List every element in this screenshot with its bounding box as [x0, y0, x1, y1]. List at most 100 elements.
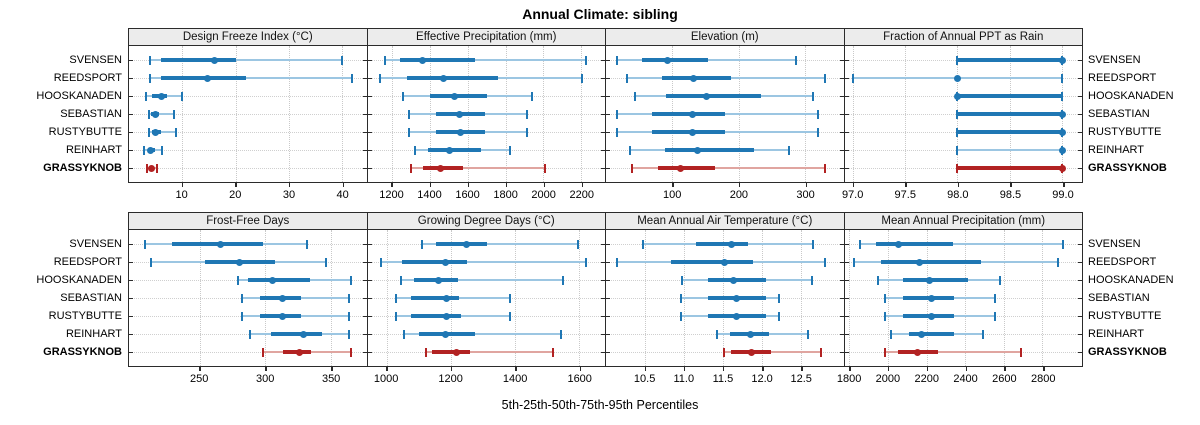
x-tick-mark — [801, 367, 803, 371]
x-tick-mark — [429, 183, 432, 187]
median-dot — [664, 56, 672, 64]
y-tick-left — [129, 77, 133, 79]
site-label-reedsport: REEDSPORT — [1088, 72, 1157, 84]
site-labels-left: SVENSEN REEDSPORT HOOSKANADEN SEBASTIAN RUST… — [0, 212, 128, 389]
iqr-bar-25-75 — [708, 278, 767, 282]
y-tick-left — [844, 351, 849, 353]
iqr-bar-25-75 — [651, 112, 726, 116]
median-dot — [148, 164, 156, 172]
x-tick-label: 10 — [175, 189, 188, 201]
x-tick-label: 1600 — [567, 373, 592, 385]
median-dot — [732, 312, 740, 320]
y-tick-left — [844, 95, 849, 97]
y-tick-left — [129, 113, 133, 115]
x-tick-mark — [762, 367, 764, 371]
site-label-hooskanaden: HOOSKANADEN — [36, 274, 122, 286]
whisker-cap — [811, 91, 814, 101]
median-dot — [732, 294, 740, 302]
median-dot — [434, 276, 442, 284]
whisker-cap — [823, 73, 826, 83]
site-label-reedsport: REEDSPORT — [53, 256, 122, 268]
y-tick-right — [839, 279, 844, 281]
median-dot — [1058, 128, 1066, 136]
site-labels-right: SVENSEN REEDSPORT HOOSKANADEN SEBASTIAN RUST… — [1083, 212, 1200, 389]
site-label-grassyknob: GRASSYKNOB — [1088, 162, 1167, 174]
median-dot — [279, 294, 287, 302]
y-tick-left — [844, 243, 849, 245]
y-tick-left — [606, 59, 610, 61]
median-dot — [694, 146, 702, 154]
panel-frost-free-days — [128, 230, 368, 367]
x-tick-label: 350 — [321, 373, 341, 385]
y-tick-right — [839, 131, 844, 133]
whisker-cap — [240, 311, 243, 321]
median-dot — [727, 240, 735, 248]
y-tick-right — [362, 131, 367, 133]
whisker-cap — [349, 275, 352, 285]
median-dot — [442, 258, 450, 266]
iqr-bar-25-75 — [670, 260, 754, 264]
x-tick-label: 1400 — [417, 189, 442, 201]
whisker-cap — [819, 347, 822, 357]
y-tick-left — [129, 149, 133, 151]
median-dot — [730, 276, 738, 284]
iqr-bar-25-75 — [161, 58, 236, 62]
whisker-cap — [424, 347, 427, 357]
x-tick-mark — [1043, 367, 1045, 371]
x-tick-mark — [235, 183, 237, 187]
x-tick-label: 12.5 — [790, 373, 812, 385]
whisker-cap — [410, 163, 413, 173]
whisker-cap — [324, 257, 327, 267]
x-tick-mark — [738, 183, 741, 187]
whisker-cap — [716, 329, 719, 339]
x-tick-mark — [181, 183, 184, 187]
strip-row: Design Freeze Index (°C) Effective Precip… — [128, 28, 1083, 46]
whisker-cap — [174, 127, 177, 137]
site-label-svensen: SVENSEN — [69, 54, 122, 66]
panel-title: Elevation (m) — [690, 31, 759, 43]
x-tick-label: 2000 — [875, 373, 901, 385]
median-dot — [676, 164, 684, 172]
whisker-cap — [859, 239, 862, 249]
median-dot — [418, 56, 426, 64]
percentile-range-5-95 — [724, 351, 821, 353]
x-tick-label: 2200 — [569, 189, 594, 201]
y-tick-left — [367, 315, 372, 317]
iqr-bar-25-75 — [161, 76, 246, 80]
whisker-cap — [147, 109, 150, 119]
x-tick-mark — [852, 183, 855, 187]
y-tick-left — [129, 297, 133, 299]
percentile-range-5-95 — [421, 243, 579, 245]
panel-strip-mean-annual-air-temperature-c: Mean Annual Air Temperature (°C) — [606, 212, 845, 230]
iqr-bar-25-75 — [957, 166, 1063, 170]
whisker-cap — [408, 127, 411, 137]
y-tick-right — [839, 261, 844, 263]
y-tick-right — [362, 113, 367, 115]
median-dot — [442, 330, 450, 338]
iqr-bar-25-75 — [411, 314, 461, 318]
whisker-cap — [811, 275, 814, 285]
whisker-cap — [956, 145, 959, 155]
x-tick-mark — [543, 183, 546, 187]
y-tick-left — [367, 59, 372, 61]
site-label-reedsport: REEDSPORT — [1088, 256, 1157, 268]
iqr-bar-25-75 — [957, 94, 1063, 98]
whisker-cap — [155, 163, 158, 173]
y-tick-right — [1078, 113, 1082, 115]
whisker-cap — [616, 55, 619, 65]
whisker-cap — [248, 329, 251, 339]
whisker-cap — [544, 163, 547, 173]
whisker-cap — [240, 293, 243, 303]
panel-title: Growing Degree Days (°C) — [417, 215, 555, 227]
x-tick-label: 12.0 — [751, 373, 773, 385]
median-dot — [688, 128, 696, 136]
y-tick-right — [362, 149, 367, 151]
whisker-cap — [777, 293, 780, 303]
y-tick-left — [606, 351, 610, 353]
whisker-cap — [395, 311, 398, 321]
iqr-bar-25-75 — [902, 278, 968, 282]
y-tick-right — [839, 95, 844, 97]
x-tick-mark — [957, 183, 960, 187]
median-dot — [157, 92, 165, 100]
iqr-bar-25-75 — [957, 130, 1063, 134]
